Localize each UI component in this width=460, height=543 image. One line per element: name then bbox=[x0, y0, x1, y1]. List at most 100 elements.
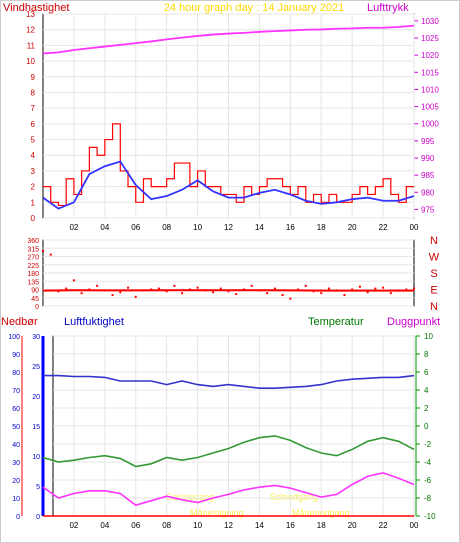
pressure-tick-label: 1030 bbox=[421, 17, 439, 26]
temperature-tick-label: -6 bbox=[424, 476, 432, 485]
humidity-tick-label: 60 bbox=[12, 406, 20, 413]
humidity-tick-label: 50 bbox=[12, 424, 20, 431]
wind-direction-point bbox=[366, 291, 369, 294]
pressure-tick-label: 1025 bbox=[421, 34, 439, 43]
hour-tick-label: 06 bbox=[131, 223, 140, 232]
wind-direction-point bbox=[119, 291, 122, 294]
wind-direction-tick-label: 0 bbox=[35, 304, 39, 311]
hour-tick-label-bottom: 04 bbox=[100, 521, 109, 530]
precip-tick-label: 5 bbox=[36, 484, 40, 491]
wind-speed-tick-label: 10 bbox=[26, 57, 35, 66]
wind-speed-tick-label: 13 bbox=[26, 10, 35, 19]
precip-tick-label: 25 bbox=[32, 364, 40, 371]
hour-tick-label: 20 bbox=[348, 223, 357, 232]
wind-speed-tick-label: 5 bbox=[31, 136, 36, 145]
wind-pressure-panel: 0123456789101112139759809859909951000100… bbox=[26, 10, 439, 232]
wind-direction-point bbox=[219, 287, 222, 290]
humidity-tick-label: 10 bbox=[12, 496, 20, 503]
wind-direction-point bbox=[351, 288, 354, 291]
wind-direction-point bbox=[80, 292, 83, 295]
compass-label: W bbox=[429, 252, 440, 264]
temperature-tick-label: 0 bbox=[424, 422, 429, 431]
wind-direction-point bbox=[72, 279, 75, 282]
wind-speed-tick-label: 12 bbox=[26, 26, 35, 35]
wind-speed-tick-label: 2 bbox=[31, 183, 36, 192]
humidity-tick-label: 40 bbox=[12, 442, 20, 449]
temperature-tick-label: 2 bbox=[424, 404, 429, 413]
precip-tick-label: 20 bbox=[32, 394, 40, 401]
wind-direction-tick-label: 135 bbox=[27, 279, 39, 286]
wind-direction-point bbox=[289, 297, 292, 300]
wind-speed-label: Vindhastighet bbox=[3, 2, 69, 14]
hour-tick-label: 22 bbox=[379, 223, 388, 232]
temperature-tick-label: 6 bbox=[424, 368, 429, 377]
temperature-label: Temperatur bbox=[308, 316, 364, 328]
hour-tick-label-bottom: 20 bbox=[348, 521, 357, 530]
temperature-tick-label: 10 bbox=[424, 332, 433, 341]
sunrise-label: Soloppgang bbox=[166, 492, 214, 502]
sunset-label: Solnedgang bbox=[270, 492, 318, 502]
wind-direction-point bbox=[358, 285, 361, 288]
series-line-duggpunkt bbox=[42, 471, 415, 507]
pressure-tick-label: 1020 bbox=[421, 51, 439, 60]
hour-tick-label-bottom: 02 bbox=[69, 521, 78, 530]
wind-direction-point bbox=[281, 294, 284, 296]
wind-direction-point bbox=[273, 287, 276, 290]
wind-speed-tick-label: 8 bbox=[31, 88, 36, 97]
wind-direction-tick-label: 270 bbox=[27, 255, 39, 262]
pressure-tick-label: 980 bbox=[421, 188, 435, 197]
humidity-tick-label: 20 bbox=[12, 478, 20, 485]
temperature-tick-label: 8 bbox=[424, 350, 429, 359]
wind-direction-tick-label: 360 bbox=[27, 238, 39, 245]
wind-speed-tick-label: 7 bbox=[31, 104, 36, 113]
temperature-tick-label: -4 bbox=[424, 458, 432, 467]
wind-direction-point bbox=[343, 294, 346, 296]
hour-tick-label-bottom: 16 bbox=[286, 521, 295, 530]
series-line-luftfuktighet bbox=[43, 374, 415, 389]
pressure-tick-label: 1015 bbox=[421, 68, 439, 77]
pressure-tick-label: 1000 bbox=[421, 120, 439, 129]
wind-direction-point bbox=[212, 291, 215, 294]
wind-direction-point bbox=[157, 287, 160, 290]
wind-direction-point bbox=[250, 284, 253, 287]
hour-tick-label: 14 bbox=[255, 223, 264, 232]
compass-label: N bbox=[430, 301, 438, 313]
series-line-vindhastighet bbox=[43, 123, 414, 207]
pressure-tick-label: 990 bbox=[421, 154, 435, 163]
series-line-temperatur bbox=[42, 435, 415, 468]
humidity-tick-label: 100 bbox=[8, 334, 20, 341]
humidity-label: Luftfuktighet bbox=[64, 316, 124, 328]
wind-direction-point bbox=[227, 290, 230, 293]
precip-tick-label: 15 bbox=[32, 424, 40, 431]
wind-direction-point bbox=[374, 287, 377, 290]
wind-direction-point bbox=[173, 284, 176, 287]
temperature-tick-label: 4 bbox=[424, 386, 429, 395]
hour-tick-label-bottom: 06 bbox=[131, 521, 140, 530]
hour-tick-label: 08 bbox=[162, 223, 171, 232]
wind-direction-point bbox=[134, 295, 137, 298]
series-line-vindhastighet-avg- bbox=[42, 160, 415, 210]
wind-direction-tick-label: 90 bbox=[31, 288, 39, 295]
hour-tick-label: 04 bbox=[100, 223, 109, 232]
hour-tick-label-bottom: 12 bbox=[224, 521, 233, 530]
wind-speed-tick-label: 11 bbox=[27, 41, 36, 50]
wind-direction-point bbox=[96, 284, 99, 287]
precip-label: Nedbør bbox=[1, 316, 38, 328]
wind-direction-tick-label: 180 bbox=[27, 271, 39, 278]
hour-tick-label: 00 bbox=[410, 223, 419, 232]
wind-direction-point bbox=[320, 292, 323, 295]
wind-direction-tick-label: 315 bbox=[27, 246, 39, 253]
hour-tick-label: 16 bbox=[286, 223, 295, 232]
humidity-temperature-panel: 0102030405060708090100051015202530-10-8-… bbox=[8, 332, 436, 530]
chart-title: 24 hour graph day : 14 January 2021 bbox=[164, 2, 344, 14]
hour-tick-label-bottom: 14 bbox=[255, 521, 264, 530]
wind-direction-point bbox=[111, 294, 114, 296]
wind-direction-point bbox=[413, 287, 415, 290]
humidity-tick-label: 70 bbox=[12, 388, 20, 395]
wind-speed-tick-label: 9 bbox=[31, 73, 36, 82]
wind-direction-point bbox=[382, 286, 385, 289]
precip-tick-label: 10 bbox=[32, 454, 40, 461]
